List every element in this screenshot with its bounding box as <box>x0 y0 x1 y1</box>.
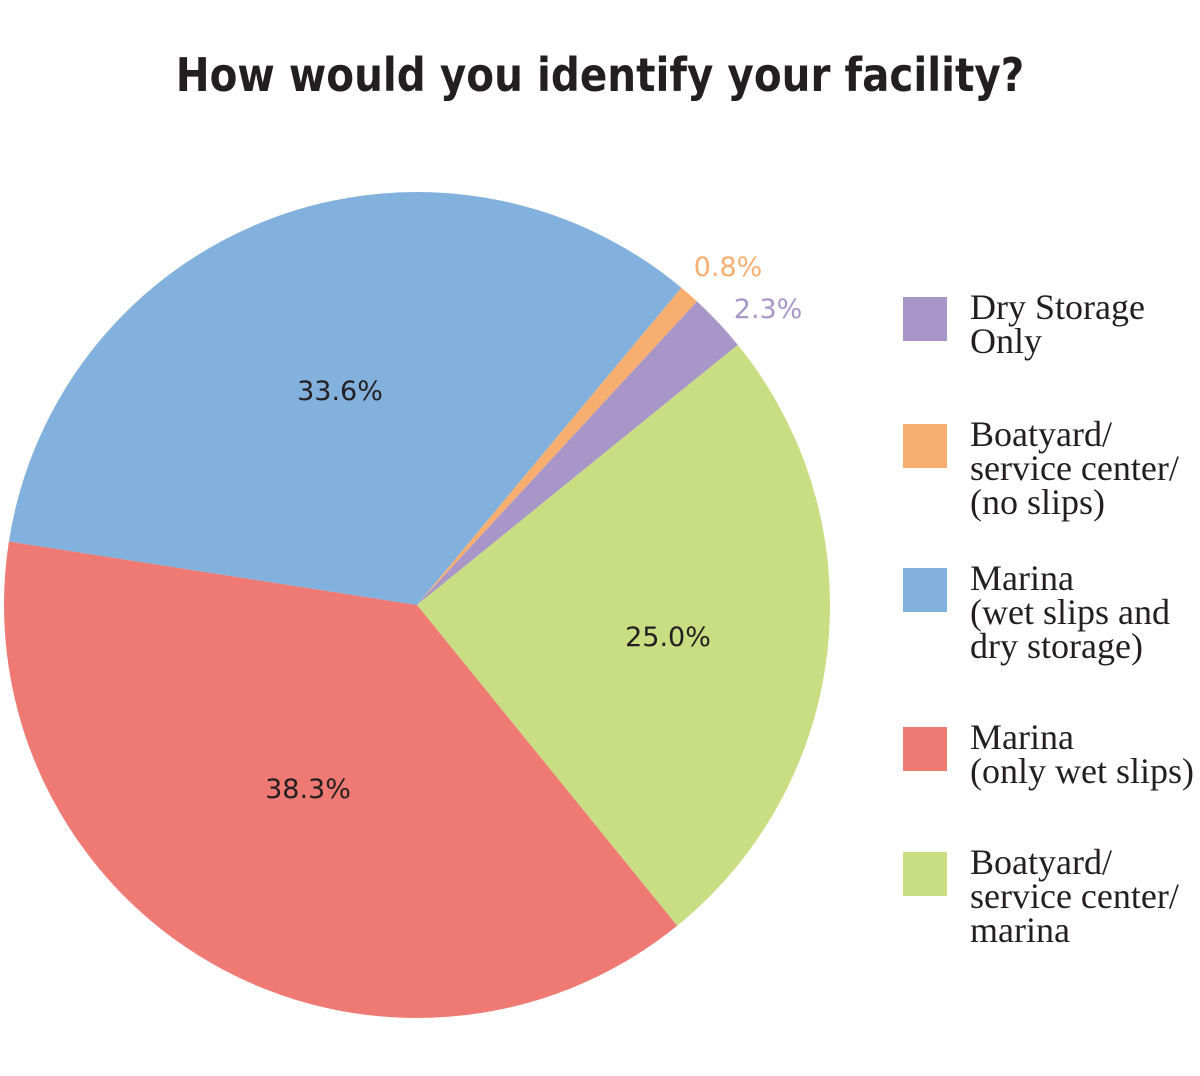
legend-swatch <box>903 297 947 341</box>
slice-boatyard-no-slips <box>417 287 697 605</box>
legend-label: Marina (wet slips and dry storage) <box>970 558 1170 666</box>
legend-label: Dry Storage Only <box>970 287 1145 361</box>
legend-swatch <box>903 568 947 612</box>
legend-swatch <box>903 852 947 896</box>
slice-dry-storage <box>417 301 738 605</box>
slice-label-dry-storage: 2.3% <box>734 294 803 325</box>
slice-label-boatyard-no-slips: 0.8% <box>694 252 763 283</box>
legend-swatch <box>903 727 947 771</box>
slice-label-boatyard-marina: 25.0% <box>625 622 711 653</box>
legend-label: Marina (only wet slips) <box>970 717 1194 791</box>
chart-title: How would you identify your facility? <box>175 48 1025 102</box>
pie-slices <box>3 192 830 1019</box>
slice-boatyard-marina <box>417 344 830 926</box>
legend-swatch <box>903 424 947 468</box>
legend-label: Boatyard/ service center/ marina <box>970 842 1179 950</box>
slice-marina-wet-only <box>3 541 678 1019</box>
legend-label: Boatyard/ service center/ (no slips) <box>970 414 1179 522</box>
slice-label-marina-wet-dry: 33.6% <box>297 376 383 407</box>
slice-marina-wet-dry <box>8 192 682 606</box>
slice-label-marina-wet-only: 38.3% <box>265 774 351 805</box>
